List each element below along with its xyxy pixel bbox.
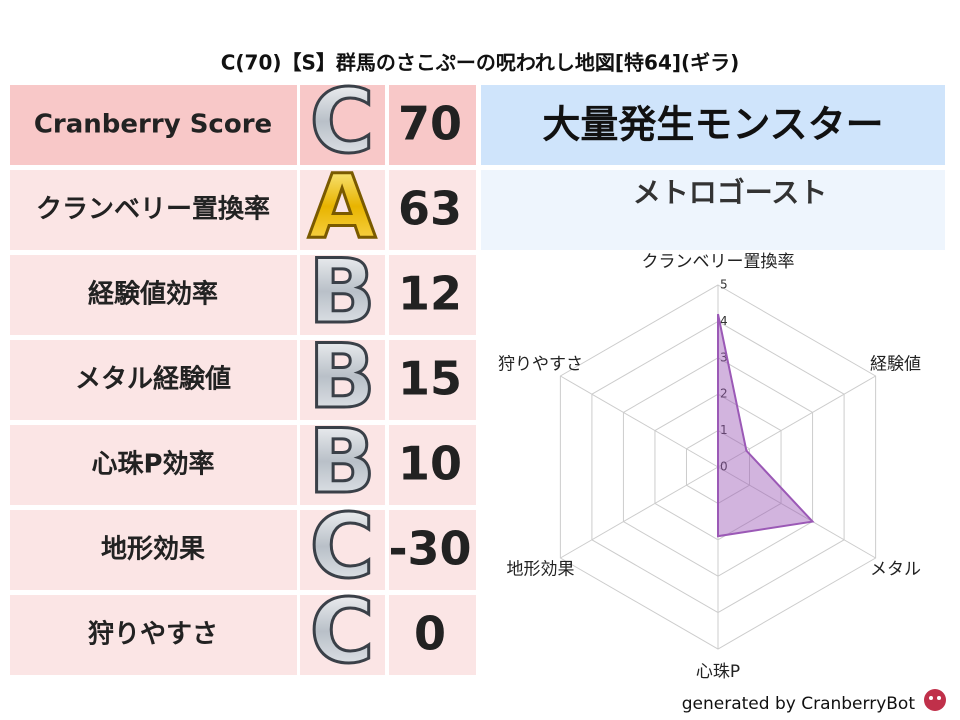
r-tick-label: 1 — [720, 423, 728, 437]
grade-badge: A — [308, 155, 376, 258]
grade-cell — [300, 170, 385, 250]
label-cell — [10, 595, 297, 675]
grade-cell — [300, 595, 385, 675]
r-tick-label: 2 — [720, 387, 728, 401]
row-score: 12 — [398, 267, 462, 321]
bot-icon — [924, 689, 946, 711]
score-cell — [389, 425, 476, 505]
bot-eye — [937, 696, 941, 700]
label-cell — [10, 170, 297, 250]
row-label: 経験値効率 — [88, 279, 218, 310]
bot-eye — [929, 696, 933, 700]
r-tick-label: 3 — [720, 350, 728, 364]
radar-area — [717, 313, 815, 538]
score-cell — [389, 595, 476, 675]
grade-badge: C — [310, 580, 375, 683]
r-tick-label: 0 — [720, 460, 728, 474]
grade-badge: C — [310, 495, 375, 598]
row-score: 0 — [414, 607, 446, 661]
row-label: クランベリー置換率 — [36, 194, 270, 225]
grade-badge: C — [310, 70, 375, 173]
row-label: 地形効果 — [101, 534, 205, 565]
grade-badge: B — [308, 410, 375, 513]
row-score: 63 — [398, 182, 462, 236]
spoke — [560, 375, 719, 468]
grade-cell — [300, 510, 385, 590]
row-label: Cranberry Score — [34, 110, 272, 140]
label-cell — [10, 255, 297, 335]
spoke — [717, 375, 876, 468]
monster-heading: 大量発生モンスター — [542, 103, 883, 147]
spoke — [717, 466, 876, 559]
spoke — [560, 466, 719, 559]
axis-label: クランベリー置換率 — [642, 252, 795, 272]
score-cell — [389, 170, 476, 250]
axis-label: 心珠P — [696, 662, 740, 682]
monster-name: メトロゴースト — [633, 176, 828, 209]
label-cell — [10, 510, 297, 590]
monster-name-cell — [481, 170, 945, 250]
grade-badge: B — [308, 240, 375, 343]
label-cell — [10, 340, 297, 420]
credit: generated by CranberryBot — [682, 694, 916, 714]
label-cell — [10, 85, 297, 165]
axis-label: メタル — [870, 560, 921, 580]
grade-badge: B — [308, 325, 375, 428]
r-tick-label: 5 — [720, 278, 728, 292]
grade-cell — [300, 85, 385, 165]
row-label: 狩りやすさ — [88, 620, 218, 650]
score-cell — [389, 255, 476, 335]
score-table: Cranberry Score C 70 クランベリー置換率 A 63 経験値効率 B 12 メタ… — [10, 68, 476, 684]
page-title: C(70)【S】群馬のさこぷーの呪われし地図[特64](ギラ) — [221, 51, 740, 75]
axis-label: 地形効果 — [506, 560, 574, 580]
label-cell — [10, 425, 297, 505]
row-score: 70 — [398, 97, 462, 151]
row-label: 心珠P効率 — [91, 449, 214, 480]
grade-cell — [300, 425, 385, 505]
grade-cell — [300, 340, 385, 420]
monster-heading-cell — [481, 85, 945, 165]
row-score: 10 — [398, 437, 462, 491]
axis-label: 経験値 — [870, 355, 921, 375]
score-cell — [389, 510, 476, 590]
row-score: 15 — [398, 352, 462, 406]
row-score: -30 — [388, 522, 471, 576]
axis-label: 狩りやすさ — [498, 355, 583, 375]
grade-cell — [300, 255, 385, 335]
score-cell — [389, 85, 476, 165]
row-label: メタル経験値 — [75, 364, 231, 395]
r-tick-label: 4 — [720, 314, 728, 328]
score-cell — [389, 340, 476, 420]
